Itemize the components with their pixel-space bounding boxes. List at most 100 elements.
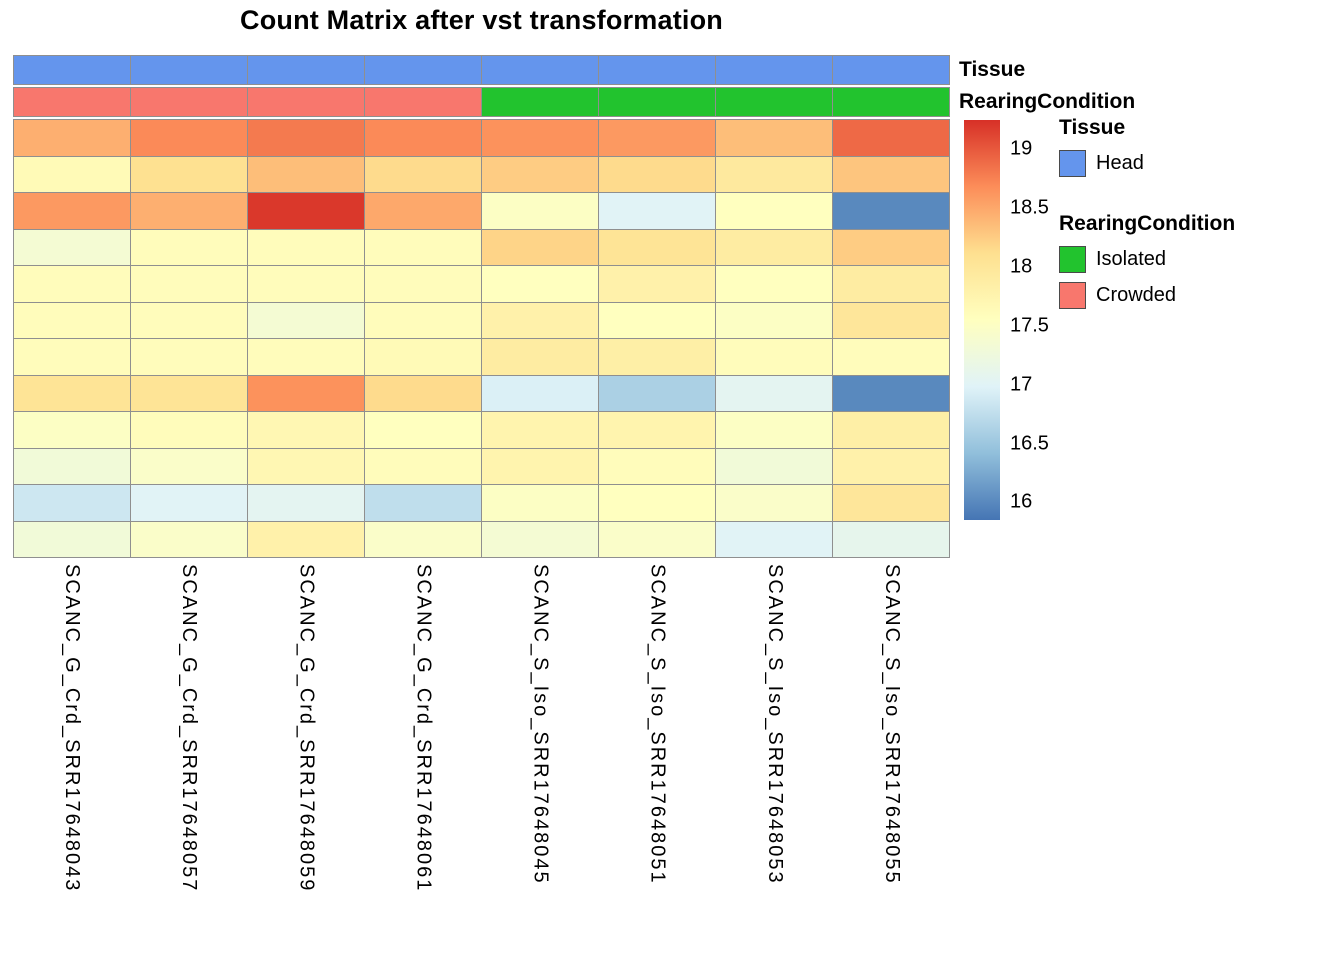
column-label-2: SCANC_G_Crd_SRR17648057: [178, 564, 201, 893]
heatmap-cell-r11-c4: [365, 485, 481, 521]
heatmap-cell-r1-c2: [131, 120, 247, 156]
heatmap-cell-r7-c4: [365, 339, 481, 375]
annotation-cell-tissue-col1: [14, 56, 130, 84]
heatmap-cell-r12-c8: [833, 521, 949, 557]
heatmap-cell-r11-c2: [131, 485, 247, 521]
annotation-cell-tissue-col2: [131, 56, 247, 84]
heatmap-cell-r9-c7: [716, 412, 832, 448]
heatmap-cell-r1-c5: [482, 120, 598, 156]
legend-items-tissue: Head: [1059, 150, 1144, 177]
legend-label-isolated: Isolated: [1096, 248, 1167, 270]
heatmap-cell-r12-c3: [248, 521, 364, 557]
heatmap-cell-r5-c3: [248, 266, 364, 302]
heatmap-cell-r11-c7: [716, 485, 832, 521]
heatmap-cell-r11-c5: [482, 485, 598, 521]
heatmap-grid: [13, 119, 950, 558]
heatmap-cell-r12-c2: [131, 521, 247, 557]
heatmap-cell-r6-c7: [716, 302, 832, 338]
column-label-5: SCANC_S_Iso_SRR17648045: [529, 564, 552, 885]
heatmap-cell-r4-c2: [131, 229, 247, 265]
heatmap-cell-r9-c2: [131, 412, 247, 448]
heatmap-cell-r8-c8: [833, 375, 949, 411]
colorbar-tick-16.5: 16.5: [1010, 432, 1049, 455]
heatmap-cell-r9-c8: [833, 412, 949, 448]
heatmap-cell-r6-c4: [365, 302, 481, 338]
annotation-cell-rearingcondition-col5: [482, 88, 598, 116]
heatmap-cell-r3-c1: [14, 193, 130, 229]
heatmap-cell-r8-c6: [599, 375, 715, 411]
annotation-cell-tissue-col6: [599, 56, 715, 84]
heatmap-cell-r10-c4: [365, 448, 481, 484]
legend-title-rearingcondition: RearingCondition: [1059, 212, 1236, 235]
annotation-cell-tissue-col3: [248, 56, 364, 84]
heatmap-cell-r5-c8: [833, 266, 949, 302]
heatmap-cell-r2-c3: [248, 156, 364, 192]
heatmap-cell-r8-c5: [482, 375, 598, 411]
legend-swatch-head: [1059, 150, 1086, 177]
heatmap-cell-r4-c6: [599, 229, 715, 265]
annotation-cell-rearingcondition-col4: [365, 88, 481, 116]
heatmap-cell-r11-c3: [248, 485, 364, 521]
heatmap-cell-r3-c6: [599, 193, 715, 229]
heatmap-cell-r3-c2: [131, 193, 247, 229]
heatmap-cell-r7-c7: [716, 339, 832, 375]
annotation-bar-tissue: [13, 55, 950, 85]
heatmap-cell-r3-c7: [716, 193, 832, 229]
legend-label-head: Head: [1096, 152, 1144, 174]
column-label-6: SCANC_S_Iso_SRR17648051: [646, 564, 669, 885]
annotation-cell-rearingcondition-col2: [131, 88, 247, 116]
heatmap-cell-r6-c8: [833, 302, 949, 338]
legend-item-crowded: Crowded: [1059, 282, 1235, 309]
legend-title-tissue: Tissue: [1059, 116, 1126, 139]
heatmap-cell-r2-c6: [599, 156, 715, 192]
legend-item-isolated: Isolated: [1059, 246, 1235, 273]
annotation-cell-tissue-col7: [716, 56, 832, 84]
annotation-cell-rearingcondition-col7: [716, 88, 832, 116]
annotation-cell-tissue-col8: [833, 56, 949, 84]
legend-items-rearing: Isolated Crowded: [1059, 246, 1235, 309]
heatmap-cell-r4-c1: [14, 229, 130, 265]
heatmap-cell-r8-c2: [131, 375, 247, 411]
heatmap-cell-r5-c7: [716, 266, 832, 302]
heatmap-cell-r1-c4: [365, 120, 481, 156]
column-label-1: SCANC_G_Crd_SRR17648043: [61, 564, 84, 893]
heatmap-cell-r5-c2: [131, 266, 247, 302]
heatmap-cell-r12-c7: [716, 521, 832, 557]
heatmap-cell-r10-c8: [833, 448, 949, 484]
heatmap-cell-r2-c7: [716, 156, 832, 192]
column-label-4: SCANC_G_Crd_SRR17648061: [412, 564, 435, 893]
heatmap-cell-r12-c4: [365, 521, 481, 557]
colorbar-tick-18: 18: [1010, 255, 1033, 278]
column-labels: SCANC_G_Crd_SRR17648043 SCANC_G_Crd_SRR17…: [13, 564, 950, 956]
heatmap-cell-r1-c1: [14, 120, 130, 156]
heatmap-cell-r5-c5: [482, 266, 598, 302]
heatmap-cell-r8-c1: [14, 375, 130, 411]
legend-tissue: Tissue Head: [1059, 116, 1144, 177]
heatmap-cell-r7-c3: [248, 339, 364, 375]
heatmap-cell-r7-c1: [14, 339, 130, 375]
heatmap-cell-r9-c4: [365, 412, 481, 448]
heatmap-cell-r9-c5: [482, 412, 598, 448]
heatmap-cell-r6-c5: [482, 302, 598, 338]
heatmap-cell-r3-c3: [248, 193, 364, 229]
colorbar: [964, 120, 1000, 520]
heatmap-cell-r8-c7: [716, 375, 832, 411]
heatmap-cell-r8-c4: [365, 375, 481, 411]
heatmap-cell-r10-c7: [716, 448, 832, 484]
column-label-8: SCANC_S_Iso_SRR17648055: [880, 564, 903, 885]
heatmap-cell-r9-c1: [14, 412, 130, 448]
heatmap-cell-r1-c8: [833, 120, 949, 156]
colorbar-tick-18.5: 18.5: [1010, 196, 1049, 219]
annotation-bar-rearingcondition: [13, 87, 950, 117]
heatmap-cell-r11-c8: [833, 485, 949, 521]
heatmap-cell-r10-c1: [14, 448, 130, 484]
heatmap-cell-r9-c3: [248, 412, 364, 448]
heatmap-cell-r2-c4: [365, 156, 481, 192]
annotation-cell-rearingcondition-col3: [248, 88, 364, 116]
heatmap-cell-r12-c5: [482, 521, 598, 557]
colorbar-tick-16: 16: [1010, 490, 1033, 513]
heatmap-cell-r10-c3: [248, 448, 364, 484]
column-label-3: SCANC_G_Crd_SRR17648059: [295, 564, 318, 893]
heatmap-cell-r6-c1: [14, 302, 130, 338]
